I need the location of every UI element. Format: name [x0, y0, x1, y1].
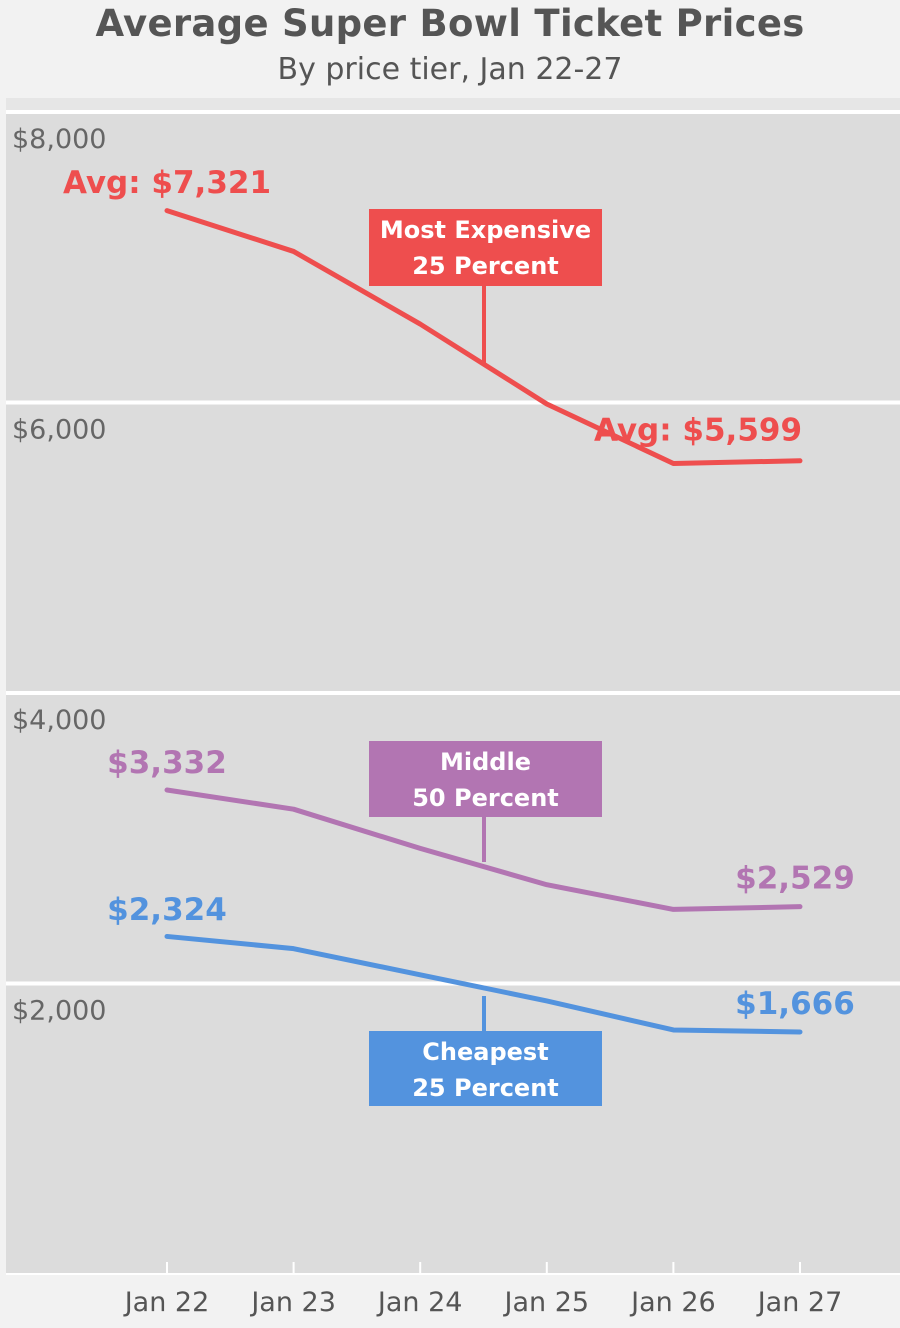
y-axis: $2,000 $4,000 $6,000 $8,000: [12, 124, 106, 1027]
legend-box: [369, 741, 602, 817]
x-tick-label: Jan 22: [123, 1287, 210, 1318]
end-value-label: $1,666: [735, 986, 855, 1022]
start-value-label: $3,332: [107, 745, 227, 781]
x-tick-label: Jan 26: [629, 1287, 716, 1318]
chart-subtitle: By price tier, Jan 22-27: [277, 52, 623, 87]
x-tick-label: Jan 27: [756, 1287, 843, 1318]
series-line: [164, 787, 803, 912]
y-tick-label: $8,000: [12, 124, 106, 155]
plot-top-band: [6, 98, 900, 112]
series-group: Avg: $7,321 Avg: $5,599 Most Expensive 25 P…: [63, 165, 855, 1106]
y-tick-label: $6,000: [12, 415, 106, 446]
legend-box: [369, 1031, 602, 1106]
series-line: [164, 933, 803, 1035]
x-tick-label: Jan 23: [249, 1287, 336, 1318]
gridlines: [6, 110, 900, 986]
series-1: Avg: $7,321 Avg: $5,599 Most Expensive 25 P…: [63, 165, 803, 467]
legend-box: [369, 209, 602, 286]
x-axis: Jan 22 Jan 23 Jan 24 Jan 25 Jan 26 Jan 27: [123, 1262, 843, 1318]
y-tick-label: $2,000: [12, 996, 106, 1027]
series-2: $3,332 $2,529 Middle 50 Percent: [107, 741, 855, 912]
legend-label: Most Expensive 25 Percent: [380, 216, 591, 280]
legend-label: Cheapest 25 Percent: [412, 1038, 559, 1102]
x-tick-label: Jan 25: [503, 1287, 590, 1318]
end-value-label: Avg: $5,599: [594, 413, 802, 449]
legend-label: Middle 50 Percent: [412, 748, 559, 812]
x-tick-label: Jan 24: [376, 1287, 463, 1318]
start-value-label: Avg: $7,321: [63, 165, 271, 201]
chart-title: Average Super Bowl Ticket Prices: [95, 2, 805, 45]
y-tick-label: $4,000: [12, 705, 106, 736]
series-3: $2,324 $1,666 Cheapest 25 Percent: [107, 892, 855, 1106]
start-value-label: $2,324: [107, 892, 227, 928]
end-value-label: $2,529: [735, 861, 855, 897]
